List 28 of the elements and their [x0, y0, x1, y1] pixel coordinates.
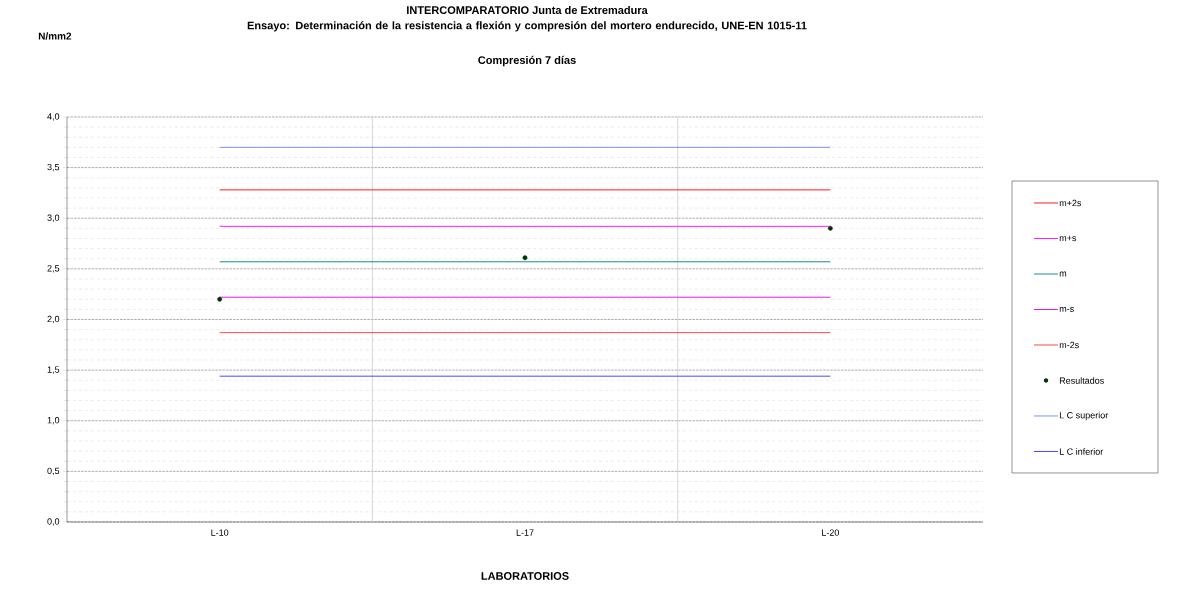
legend-label: L C superior: [1059, 411, 1109, 421]
legend-label: m: [1059, 271, 1067, 277]
chart-title: INTERCOMPARATORIO Junta de Extremadura: [407, 5, 648, 15]
y-tick-label: 2,5: [47, 265, 60, 273]
text: Compresión 7 días: [478, 55, 576, 67]
y-tick-label: 2,0: [47, 315, 60, 324]
point: [217, 296, 223, 302]
x-axis-title: LABORATORIOS: [481, 572, 569, 580]
y-tick-label: 3,0: [47, 214, 60, 222]
y-tick-label: 0,0: [47, 518, 60, 526]
legend-label: m+s: [1059, 235, 1077, 242]
y-tick-label: 3,5: [47, 163, 60, 172]
legend-label: L C inferior: [1059, 448, 1104, 455]
y-tick-label: 1,5: [47, 366, 60, 374]
text: N/mm2: [38, 32, 72, 40]
legend-label: m+2s: [1059, 199, 1082, 207]
y-tick-label: 1,0: [47, 417, 60, 425]
y-tick-label: 0,5: [47, 467, 60, 476]
x-tick-label: L-10: [211, 529, 229, 536]
y-tick-label: 4,0: [47, 113, 60, 121]
x-tick-label: L-20: [822, 529, 839, 536]
legend-label: Resultados: [1059, 377, 1104, 384]
point: [827, 225, 833, 231]
legend-label: m-2s: [1059, 341, 1079, 349]
x-tick-label: L-17: [516, 529, 534, 536]
legend-label: m-s: [1059, 307, 1074, 312]
point: [522, 255, 528, 261]
chart-subtitle: Ensayo: Determinación de la resistencia a flexión y compresión del mortero endurecido, UNE-EN 1015-11: [247, 21, 807, 32]
